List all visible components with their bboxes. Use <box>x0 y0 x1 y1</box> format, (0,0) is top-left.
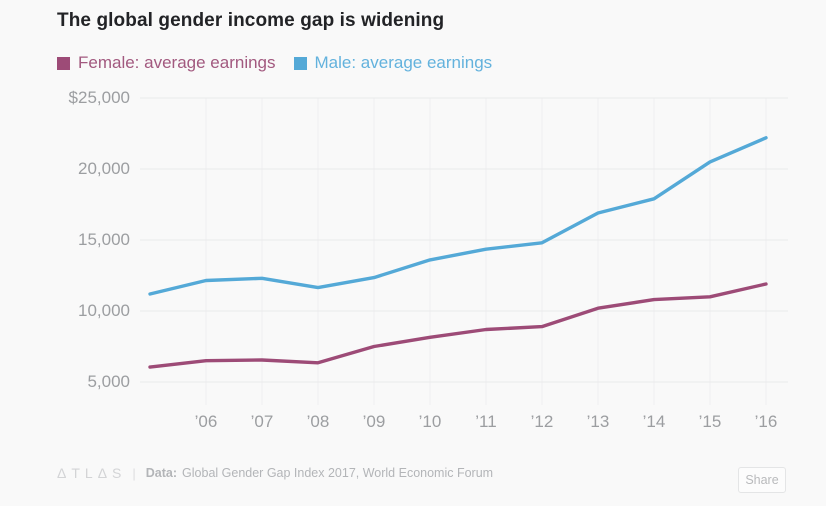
data-label: Data: <box>145 466 178 480</box>
atlas-logo: ΔTLΔS <box>57 465 127 481</box>
chart-legend: Female: average earnings Male: average e… <box>57 53 492 73</box>
series-line-male <box>148 136 768 296</box>
legend-label-female: Female: average earnings <box>78 53 276 72</box>
chart-footer: ΔTLΔS | Data: Global Gender Gap Index 20… <box>57 465 493 481</box>
legend-item-female: Female: average earnings <box>57 53 276 73</box>
x-tick-label: ’13 <box>586 412 610 431</box>
y-tick-label: 20,000 <box>78 159 130 178</box>
x-tick-label: ’06 <box>194 412 218 431</box>
x-tick-label: ’09 <box>362 412 386 431</box>
x-tick-label: ’12 <box>530 412 554 431</box>
legend-item-male: Male: average earnings <box>293 53 493 73</box>
footer-separator: | <box>132 465 136 481</box>
x-tick-label: ’07 <box>250 412 274 431</box>
y-tick-label: 10,000 <box>78 301 130 320</box>
x-tick-label: ’16 <box>754 412 778 431</box>
chart-title: The global gender income gap is widening <box>57 10 445 31</box>
y-tick-label: $25,000 <box>68 88 130 107</box>
x-tick-label: ’08 <box>306 412 330 431</box>
y-tick-label: 15,000 <box>78 230 130 249</box>
share-button[interactable]: Share <box>738 467 786 493</box>
y-tick-label: 5,000 <box>87 372 130 391</box>
male-swatch-icon <box>293 56 307 70</box>
x-tick-label: ’15 <box>698 412 722 431</box>
female-swatch-icon <box>57 56 70 70</box>
x-tick-label: ’11 <box>475 412 497 431</box>
x-tick-label: ’10 <box>418 412 442 431</box>
data-source: Global Gender Gap Index 2017, World Econ… <box>182 466 494 480</box>
x-tick-label: ’14 <box>642 412 666 431</box>
legend-label-male: Male: average earnings <box>314 53 493 72</box>
series-line-female <box>148 282 768 369</box>
